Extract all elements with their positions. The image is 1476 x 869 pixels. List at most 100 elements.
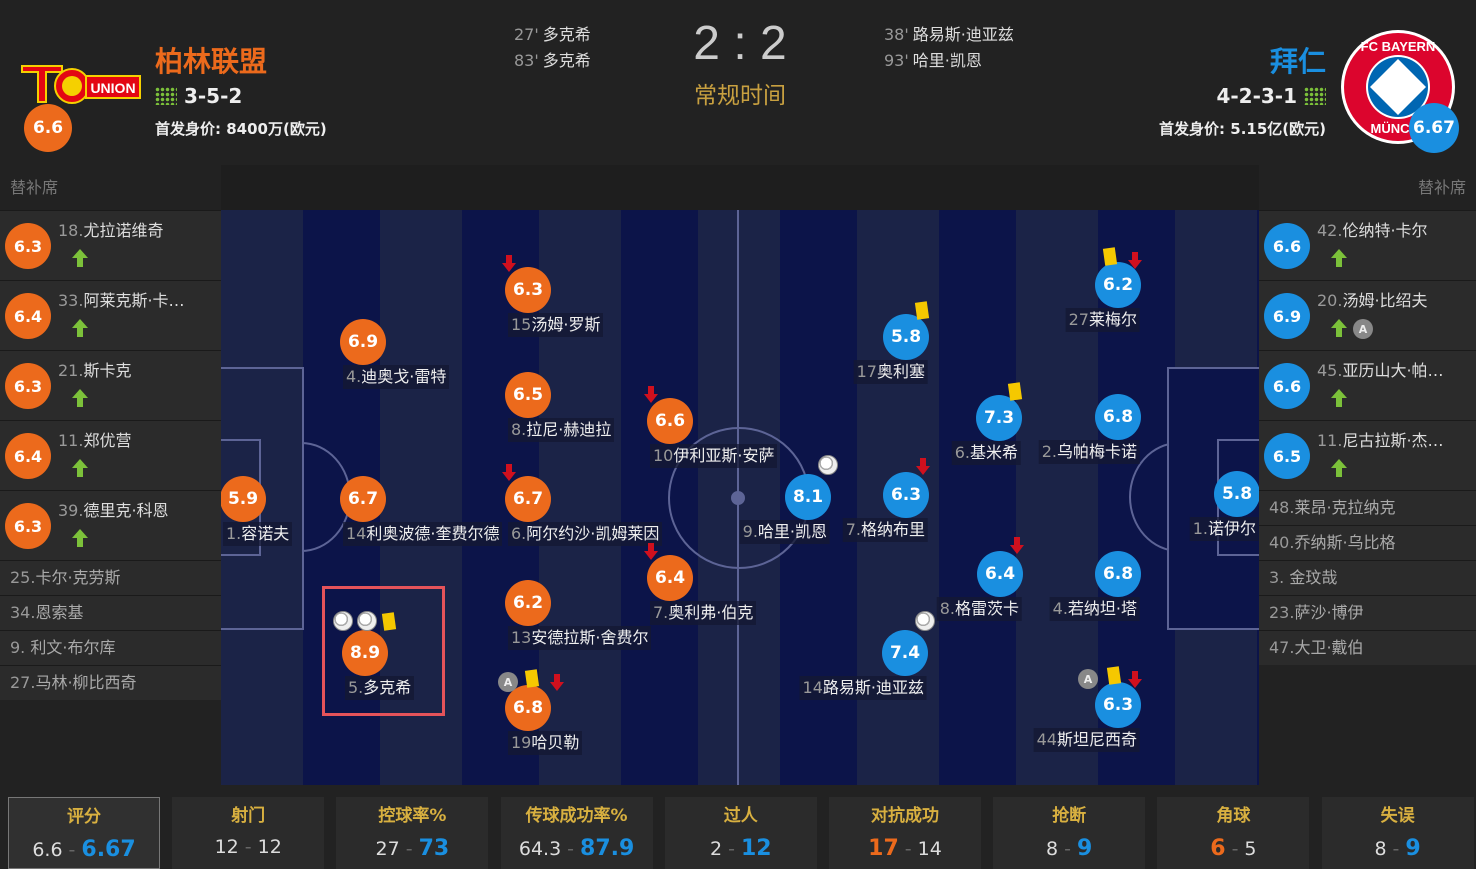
bench-player-row[interactable]: 6.3 21.斯卡克 (0, 350, 221, 420)
player-events: A (1331, 319, 1373, 339)
yellow-card-icon (1102, 247, 1118, 266)
player-rating-badge: 7.3 (976, 395, 1022, 441)
bench-player-row[interactable]: 6.6 45.亚历山大·帕… (1259, 350, 1476, 420)
shirt-number: 27 (1068, 310, 1089, 329)
player-label: 1.容诺夫 (223, 522, 293, 546)
bench-player-row[interactable]: 6.3 39.德里克·科恩 (0, 490, 221, 560)
away-stat-value: 5 (1244, 838, 1257, 860)
bench-player-row[interactable]: 27.马林·柳比西奇 (0, 665, 221, 700)
player-rating-badge: 6.3 (505, 267, 551, 313)
player-label: 4.迪奥戈·雷特 (343, 365, 450, 389)
sub-out-arrow-icon (916, 458, 930, 476)
bench-player-row[interactable]: 3. 金玟哉 (1259, 560, 1476, 595)
player-name: 汤姆·比绍夫 (1342, 291, 1428, 310)
player-rating-badge: 5.8 (1214, 471, 1259, 517)
bench-player-row[interactable]: 6.9 20.汤姆·比绍夫 A (1259, 280, 1476, 350)
shirt-number: 10 (653, 446, 674, 465)
stat-values: 8-9 (1322, 836, 1474, 861)
player-name: 斯坦尼西奇 (1056, 730, 1137, 749)
shirt-number: 47. (1269, 638, 1295, 657)
bench-player-name: 33.阿莱克斯·卡… (58, 287, 185, 311)
stat-values: 2-12 (665, 836, 817, 861)
home-stat-value: 8 (1046, 838, 1059, 860)
sub-out-arrow-icon (644, 543, 658, 561)
away-scorers: 38' 路易斯·迪亚兹 93' 哈里·凯恩 (884, 22, 1014, 74)
player-rating-badge: 8.9 (342, 630, 388, 676)
stat-tab-6[interactable]: 抢断 8-9 (993, 797, 1146, 869)
bench-player-row[interactable]: 9. 利文·布尔库 (0, 630, 221, 665)
bench-player-row[interactable]: 6.3 18.尤拉诺维奇 (0, 210, 221, 280)
bench-player-row[interactable]: 6.6 42.伦纳特·卡尔 (1259, 210, 1476, 280)
sub-in-arrow-icon (1331, 459, 1347, 477)
formation-icon (155, 87, 177, 105)
home-stat-value: 27 (375, 838, 400, 860)
svg-text:MÜNC: MÜNC (1371, 121, 1411, 136)
away-bench-panel: 替补席 6.6 42.伦纳特·卡尔 6.9 20.汤姆·比绍夫 A 6.6 45.亚历山大·… (1259, 165, 1476, 700)
captain-badge-icon: A (1078, 669, 1098, 689)
home-team-name[interactable]: 柏林联盟 (155, 45, 268, 78)
player-rating-badge: 6.4 (5, 293, 51, 339)
bench-player-row[interactable]: 48.莱昂·克拉纳克 (1259, 490, 1476, 525)
stat-tab-3[interactable]: 传球成功率% 64.3-87.9 (500, 797, 653, 869)
bench-player-name: 39.德里克·科恩 (58, 497, 169, 521)
away-team-name[interactable]: 拜仁 (1269, 45, 1326, 78)
stat-tab-7[interactable]: 角球 6-5 (1157, 797, 1310, 869)
sub-out-arrow-icon (1128, 671, 1142, 689)
player-rating-badge: 6.4 (647, 555, 693, 601)
sub-in-arrow-icon (72, 249, 88, 267)
stat-tab-2[interactable]: 控球率% 27-73 (336, 797, 489, 869)
stat-label: 评分 (67, 807, 101, 827)
player-name: 尤拉诺维奇 (83, 221, 164, 240)
bench-player-row[interactable]: 40.乔纳斯·乌比格 (1259, 525, 1476, 560)
shirt-number: 25. (10, 568, 36, 587)
player-name: 诺伊尔 (1207, 519, 1256, 538)
stat-tab-0[interactable]: 评分 6.6-6.67 (8, 797, 160, 869)
bench-player-row[interactable]: 6.4 33.阿莱克斯·卡… (0, 280, 221, 350)
player-label: 8.格雷茨卡 (936, 597, 1022, 621)
player-rating-badge: 6.6 (1264, 363, 1310, 409)
bench-player-row[interactable]: 6.5 11.尼古拉斯·杰… (1259, 420, 1476, 490)
stat-tab-1[interactable]: 射门 12-12 (172, 797, 325, 869)
goal-ball-icon (915, 611, 935, 631)
player-rating-badge: 6.2 (1095, 262, 1141, 308)
stat-tab-4[interactable]: 过人 2-12 (664, 797, 817, 869)
player-rating-badge: 6.4 (5, 433, 51, 479)
player-name: 莱梅尔 (1088, 310, 1137, 329)
shirt-number: 44 (1036, 730, 1057, 749)
stat-tab-8[interactable]: 失误 8-9 (1321, 797, 1474, 869)
bench-player-row[interactable]: 23.萨沙·博伊 (1259, 595, 1476, 630)
player-name: 汤姆·罗斯 (531, 315, 601, 334)
player-label: 15汤姆·罗斯 (508, 313, 604, 337)
player-name: 莱昂·克拉纳克 (1294, 498, 1396, 517)
shirt-number: 13 (511, 628, 532, 647)
player-events (72, 319, 88, 337)
away-stat-value: 6.67 (81, 837, 136, 862)
shirt-number: 8. (939, 599, 955, 618)
player-name: 乔纳斯·乌比格 (1294, 533, 1396, 552)
player-rating-badge: 7.4 (882, 630, 928, 676)
home-bench-panel: 替补席 6.3 18.尤拉诺维奇 6.4 33.阿莱克斯·卡… 6.3 21.斯卡克 6.4… (0, 165, 221, 700)
player-label: 14路易斯·迪亚兹 (799, 676, 927, 700)
stat-tab-5[interactable]: 对抗成功 17-14 (829, 797, 981, 869)
player-name: 格雷茨卡 (954, 599, 1019, 618)
player-name: 迪奥戈·雷特 (361, 367, 447, 386)
sub-in-arrow-icon (1331, 319, 1347, 337)
bench-player-row[interactable]: 47.大卫·戴伯 (1259, 630, 1476, 665)
bench-player-row[interactable]: 6.4 11.郑优营 (0, 420, 221, 490)
player-label: 6.基米希 (951, 441, 1021, 465)
player-rating-badge: 6.3 (5, 503, 51, 549)
bench-player-row[interactable]: 25.卡尔·克劳斯 (0, 560, 221, 595)
svg-text:UNION: UNION (90, 80, 135, 96)
player-name: 哈贝勒 (531, 733, 580, 752)
player-rating-badge: 6.8 (1095, 394, 1141, 440)
shirt-number: 4. (1052, 599, 1068, 618)
sub-out-arrow-icon (1128, 252, 1142, 270)
bench-player-row[interactable]: 34.恩索基 (0, 595, 221, 630)
stat-separator: - (728, 838, 735, 860)
shirt-number: 21. (58, 361, 84, 380)
player-rating-badge: 6.3 (5, 223, 51, 269)
player-name: 基米希 (969, 443, 1018, 462)
home-team-rating: 6.6 (24, 104, 72, 152)
shirt-number: 48. (1269, 498, 1295, 517)
shirt-number: 42. (1317, 221, 1343, 240)
